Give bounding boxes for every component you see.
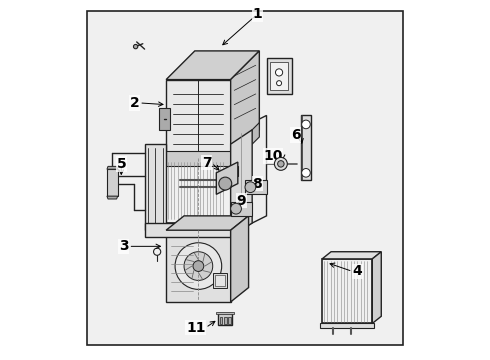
Bar (213, 273, 227, 288)
Bar (270, 62, 288, 90)
Text: 4: 4 (353, 265, 362, 278)
Circle shape (302, 120, 310, 129)
Circle shape (219, 177, 232, 190)
Circle shape (276, 81, 282, 86)
Circle shape (133, 44, 138, 49)
Polygon shape (231, 202, 252, 216)
Text: 9: 9 (237, 194, 246, 208)
Polygon shape (166, 216, 248, 230)
Circle shape (184, 252, 213, 280)
Circle shape (274, 157, 287, 170)
Text: 5: 5 (117, 157, 126, 171)
Polygon shape (216, 162, 238, 194)
Polygon shape (245, 180, 267, 194)
Polygon shape (107, 196, 118, 199)
Bar (224, 317, 227, 324)
Polygon shape (166, 230, 231, 302)
Polygon shape (238, 116, 267, 230)
Polygon shape (166, 158, 231, 223)
Polygon shape (231, 51, 259, 158)
Text: 1: 1 (253, 7, 263, 21)
Polygon shape (231, 130, 252, 237)
Bar (320, 323, 374, 328)
Polygon shape (231, 216, 248, 302)
Polygon shape (166, 51, 259, 80)
Bar (267, 58, 292, 94)
Text: 7: 7 (202, 156, 212, 170)
Polygon shape (231, 123, 259, 166)
Bar (216, 312, 234, 315)
Circle shape (278, 161, 284, 167)
Bar (107, 169, 118, 196)
Bar (322, 259, 372, 323)
Bar (228, 317, 231, 324)
Polygon shape (107, 166, 118, 169)
Polygon shape (145, 223, 231, 237)
Text: 3: 3 (119, 239, 128, 253)
Circle shape (275, 69, 283, 76)
Circle shape (245, 182, 256, 193)
Polygon shape (166, 144, 248, 158)
Polygon shape (166, 151, 231, 166)
Polygon shape (231, 144, 248, 223)
Circle shape (302, 168, 310, 177)
Text: 10: 10 (263, 149, 283, 163)
Polygon shape (322, 252, 381, 259)
Polygon shape (145, 144, 166, 230)
Polygon shape (166, 80, 231, 158)
Text: 8: 8 (252, 177, 262, 190)
Polygon shape (218, 313, 232, 325)
Text: 2: 2 (129, 96, 139, 110)
Polygon shape (300, 116, 302, 180)
Bar (215, 275, 225, 286)
Text: 6: 6 (291, 128, 300, 142)
Polygon shape (300, 116, 311, 180)
Polygon shape (372, 252, 381, 323)
Bar (220, 317, 222, 324)
Polygon shape (159, 108, 170, 130)
Circle shape (175, 243, 221, 289)
Text: 11: 11 (186, 321, 205, 335)
Circle shape (231, 203, 242, 214)
Circle shape (193, 261, 204, 271)
Bar (87, 12, 403, 345)
